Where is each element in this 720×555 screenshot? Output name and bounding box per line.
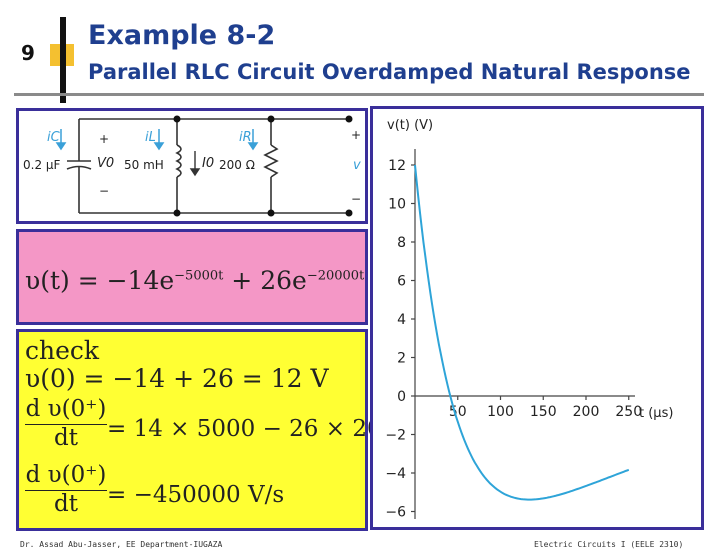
plus-sign-v: + [351, 128, 361, 142]
y-axis-label: v(t) (V) [387, 118, 433, 133]
y-tick-label: −2 [385, 428, 406, 444]
slide-title: Example 8-2 [88, 20, 276, 51]
resistance-label: 200 Ω [219, 158, 255, 172]
derivative-fraction-1: d υ(0⁺) dt [25, 396, 107, 451]
y-tick-label: 12 [388, 158, 406, 174]
x-tick-label: 100 [487, 404, 514, 420]
label-i0: I0 [202, 156, 214, 171]
equation-lhs: υ(t) = −14e [25, 266, 175, 295]
x-tick-label: 150 [530, 404, 557, 420]
label-ic: iC [47, 130, 61, 145]
voltage-response-chart: 12 10 8 6 4 2 0 −2 −4 −6 50 100 150 200 250 v(t) (V) t… [385, 118, 673, 521]
circuit-diagram-panel: iC iL iR V0 I0 v 0.2 μF 50 mH 200 Ω + − … [16, 108, 368, 224]
title-divider [14, 93, 704, 96]
footer-author: Dr. Assad Abu-Jasser, EE Department-IUGA… [20, 540, 223, 549]
x-tick-label: 200 [573, 404, 600, 420]
derivative-result: = −450000 V/s [107, 482, 285, 508]
equation-mid: + 26e [223, 266, 307, 295]
y-tick-label: 4 [397, 312, 406, 328]
y-tick-label: 8 [397, 235, 406, 251]
slide-subtitle: Parallel RLC Circuit Overdamped Natural … [88, 60, 691, 84]
check-panel: check υ(0) = −14 + 26 = 12 V d υ(0⁺) dt … [16, 329, 426, 531]
slide-number: 9 [21, 41, 35, 65]
derivative-fraction-2: d υ(0⁺) dt [25, 462, 107, 517]
check-initial-value: υ(0) = −14 + 26 = 12 V [25, 364, 329, 393]
x-axis-label: t (μs) [639, 406, 673, 421]
y-tick-label: −4 [385, 466, 406, 482]
y-tick-label: −6 [385, 505, 406, 521]
check-heading: check [25, 336, 100, 365]
minus-sign-v: − [351, 192, 361, 206]
derivative-numerator-1: d υ(0⁺) [25, 396, 107, 425]
circuit-diagram: iC iL iR V0 I0 v 0.2 μF 50 mH 200 Ω + − … [23, 115, 361, 217]
footer-course: Electric Circuits I (EELE 2310) [534, 540, 684, 549]
derivative-numerator-2: d υ(0⁺) [25, 462, 107, 491]
solution-equation: υ(t) = −14e−5000t + 26e−20000tV [25, 266, 392, 295]
decorative-vertical-bar [60, 17, 66, 103]
label-il: iL [145, 130, 156, 145]
voltage-curve [414, 164, 630, 501]
y-tick-label: 6 [397, 274, 406, 290]
derivative-denominator-2: dt [54, 491, 78, 517]
solution-equation-panel: υ(t) = −14e−5000t + 26e−20000tV [16, 229, 392, 325]
label-v0: V0 [97, 156, 114, 171]
label-v: v [353, 158, 361, 173]
plus-sign-cap: + [99, 132, 109, 146]
y-tick-label: 10 [388, 197, 406, 213]
x-tick-label: 50 [449, 404, 467, 420]
x-tick-label: 250 [615, 404, 642, 420]
minus-sign-cap: − [99, 184, 109, 198]
inductance-label: 50 mH [124, 158, 164, 172]
voltage-response-chart-panel: 12 10 8 6 4 2 0 −2 −4 −6 50 100 150 200 250 v(t) (V) t… [370, 106, 704, 530]
equation-exponent-1: −5000t [174, 268, 224, 284]
equation-exponent-2: −20000t [306, 268, 365, 284]
y-tick-label: 0 [397, 389, 406, 405]
capacitance-label: 0.2 μF [23, 158, 61, 172]
derivative-denominator-1: dt [54, 425, 78, 451]
label-ir: iR [239, 130, 252, 145]
y-tick-label: 2 [397, 351, 406, 367]
